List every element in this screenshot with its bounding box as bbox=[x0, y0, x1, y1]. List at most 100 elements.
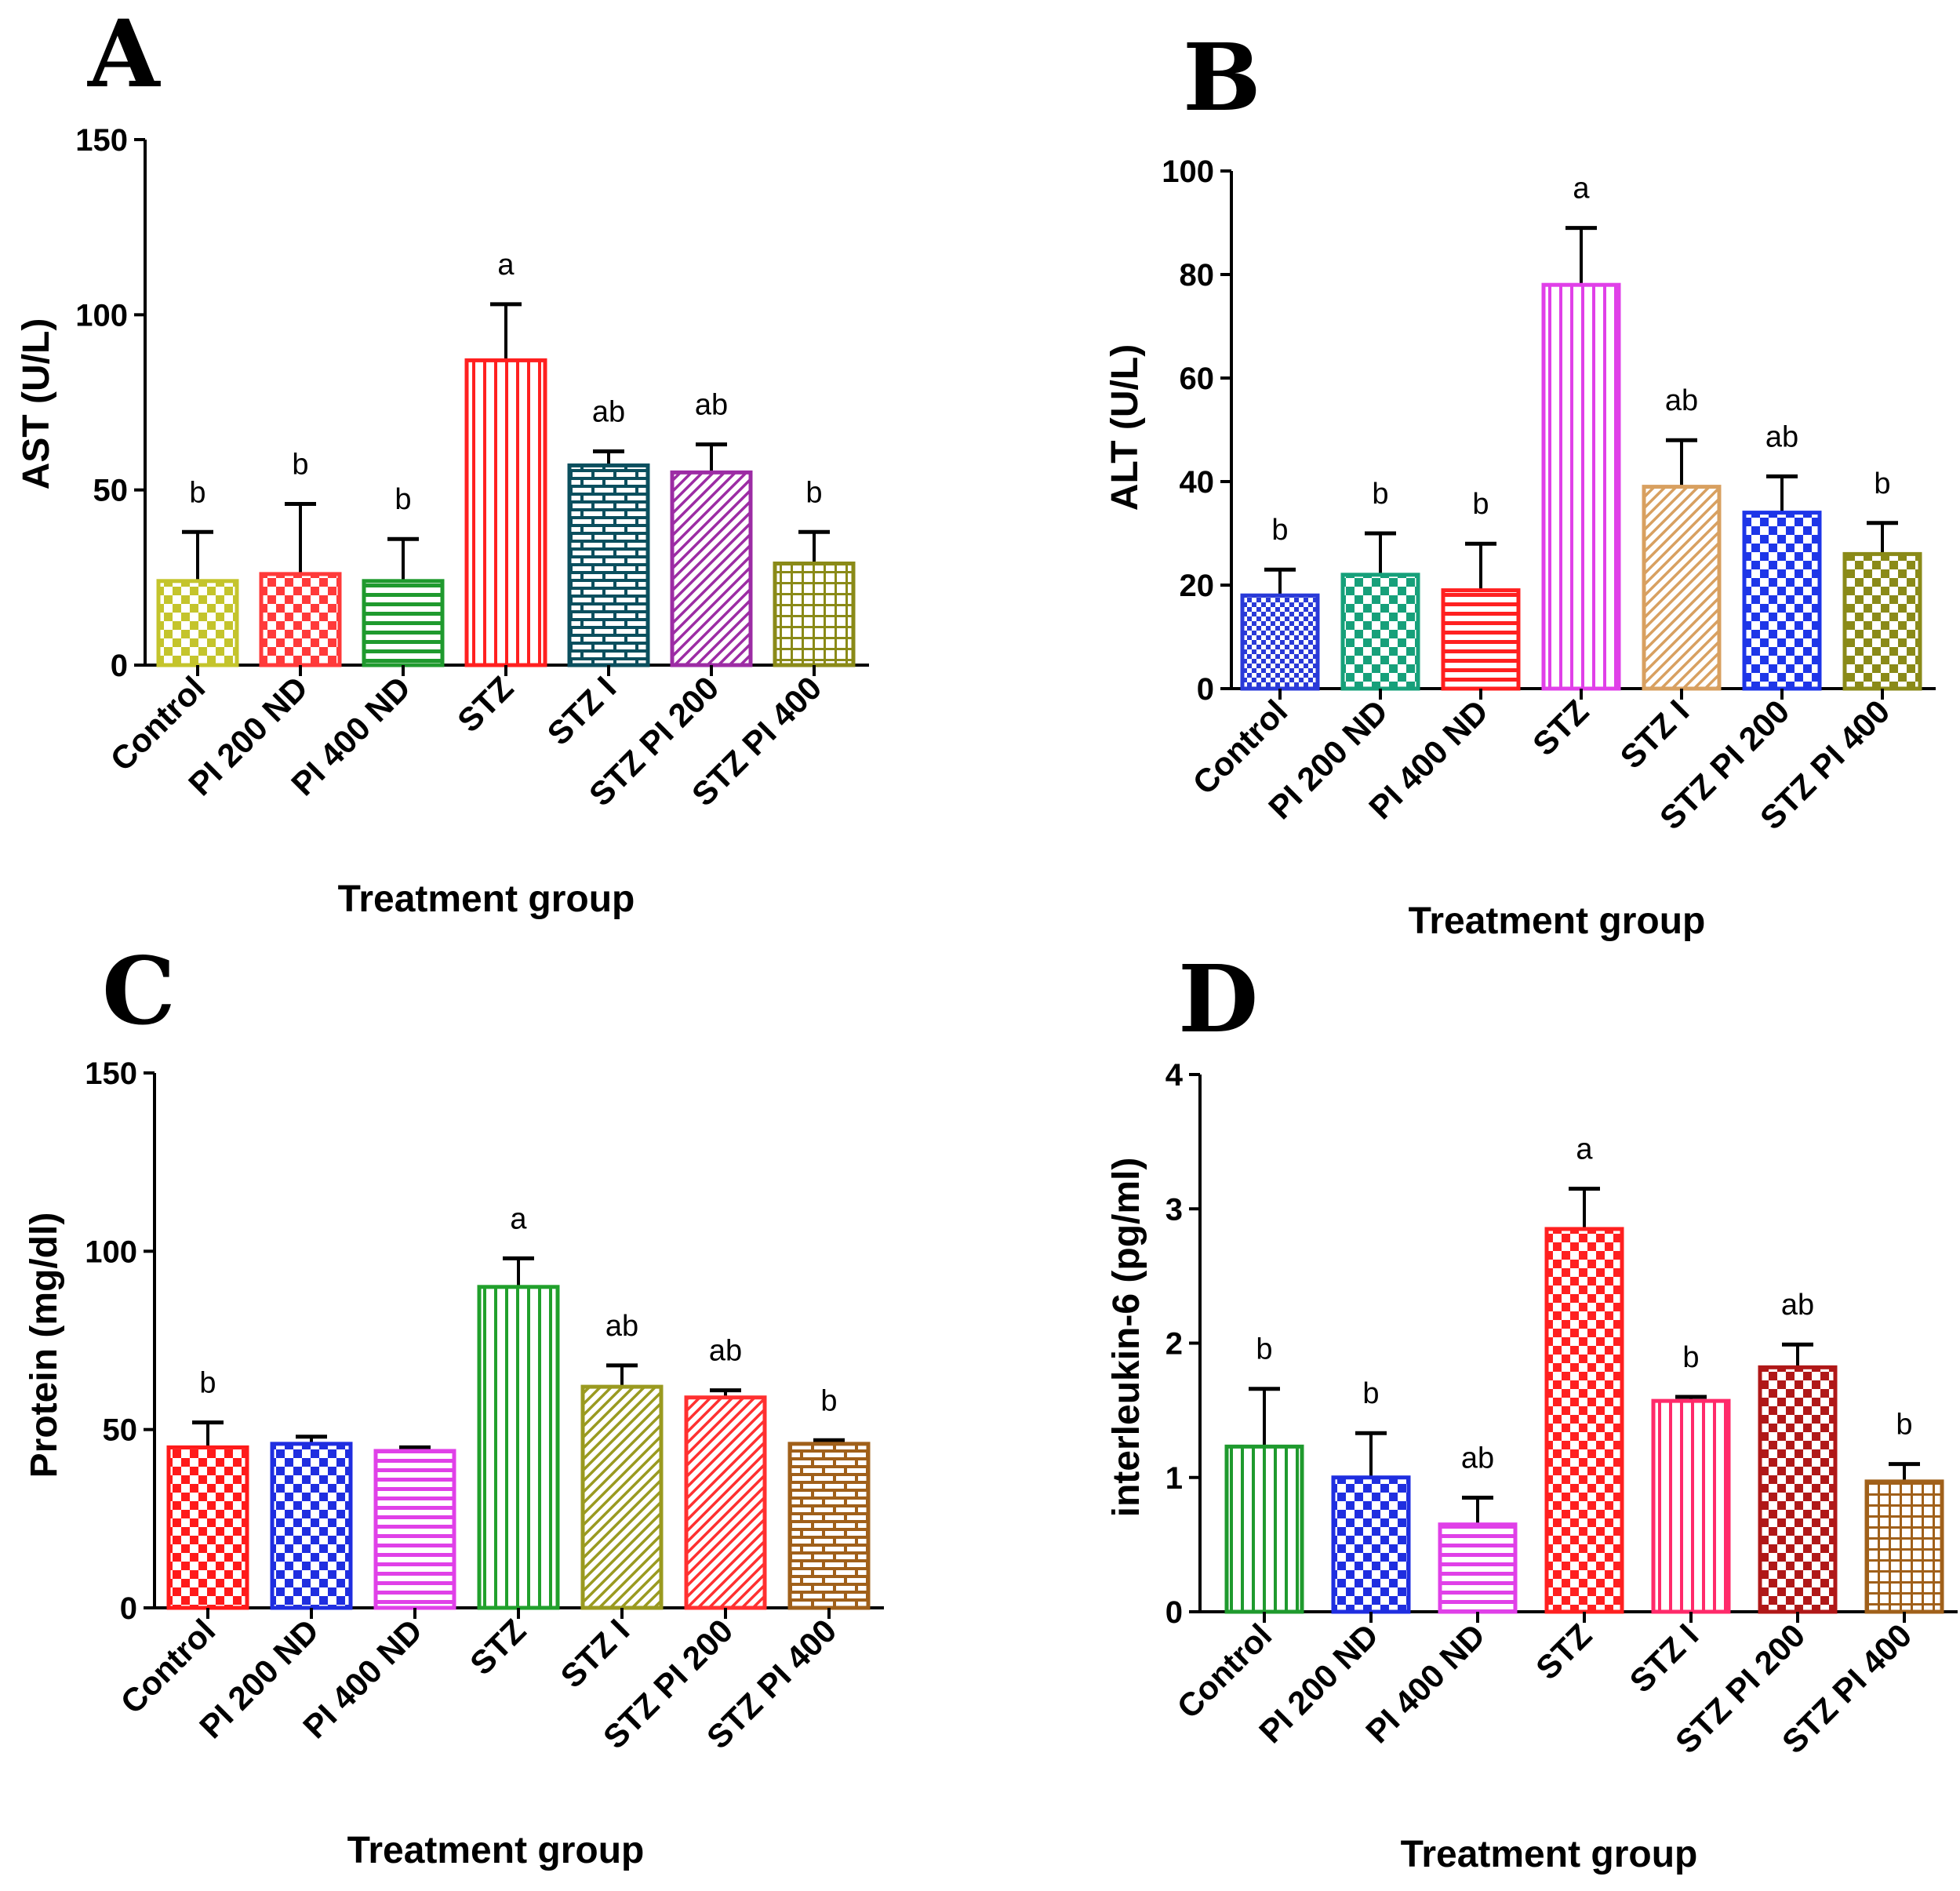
y-tick-label: 150 bbox=[75, 123, 128, 158]
bar bbox=[477, 1285, 560, 1610]
bar bbox=[1758, 1365, 1838, 1614]
bar bbox=[166, 1445, 249, 1610]
bar bbox=[567, 463, 650, 667]
bar bbox=[373, 1449, 456, 1610]
x-axis-title-b: Treatment group bbox=[1409, 900, 1706, 942]
y-axis-title-d: interleukin-6 (pg/ml) bbox=[1106, 1158, 1147, 1518]
y-tick-label: 2 bbox=[1165, 1327, 1183, 1362]
bar bbox=[362, 579, 445, 667]
category-label: Control bbox=[114, 1612, 223, 1721]
panel-letter-c: C bbox=[102, 936, 176, 1046]
y-tick-label: 50 bbox=[103, 1413, 138, 1448]
bar bbox=[580, 1384, 664, 1610]
category-label: STZ bbox=[450, 669, 520, 739]
bar bbox=[464, 358, 547, 667]
bar bbox=[270, 1442, 353, 1610]
significance-label: ab bbox=[1781, 1289, 1814, 1322]
category-label: STZ I bbox=[540, 669, 624, 752]
significance-label: b bbox=[395, 483, 411, 516]
significance-label: a bbox=[1573, 173, 1590, 205]
significance-label: a bbox=[1576, 1133, 1593, 1166]
significance-label: ab bbox=[1461, 1442, 1494, 1475]
x-axis-title-a: Treatment group bbox=[338, 878, 635, 920]
significance-label: ab bbox=[695, 389, 728, 422]
bar bbox=[1651, 1398, 1731, 1614]
y-tick-label: 80 bbox=[1180, 258, 1215, 293]
significance-label: b bbox=[1896, 1409, 1912, 1442]
bar bbox=[787, 1442, 871, 1610]
y-tick-label: 3 bbox=[1165, 1192, 1183, 1227]
bar bbox=[1240, 593, 1320, 691]
x-axis-title-c: Treatment group bbox=[347, 1830, 645, 1871]
significance-label: b bbox=[1256, 1333, 1272, 1366]
category-label: STZ bbox=[1529, 1616, 1598, 1686]
y-tick-label: 0 bbox=[120, 1591, 137, 1626]
category-label: STZ bbox=[1525, 693, 1595, 762]
significance-label: b bbox=[199, 1367, 216, 1400]
category-label: STZ bbox=[463, 1612, 533, 1682]
significance-label: b bbox=[805, 476, 822, 509]
bar bbox=[1541, 282, 1621, 691]
bar bbox=[259, 572, 342, 667]
y-tick-label: 4 bbox=[1165, 1058, 1184, 1093]
x-axis-title-d: Treatment group bbox=[1401, 1834, 1698, 1875]
bar bbox=[1224, 1444, 1304, 1614]
y-axis-title-c: Protein (mg/dl) bbox=[24, 1213, 65, 1478]
y-tick-label: 1 bbox=[1165, 1461, 1183, 1496]
y-tick-label: 20 bbox=[1180, 569, 1215, 603]
significance-label: b bbox=[1362, 1377, 1379, 1410]
y-tick-label: 0 bbox=[111, 649, 128, 683]
bar bbox=[1438, 1522, 1518, 1614]
bar bbox=[1340, 573, 1420, 691]
y-tick-label: 100 bbox=[1162, 155, 1214, 189]
bar bbox=[684, 1395, 767, 1610]
y-tick-label: 100 bbox=[75, 298, 128, 333]
y-tick-label: 40 bbox=[1180, 465, 1215, 500]
category-label: Control bbox=[1170, 1616, 1279, 1726]
bar bbox=[1642, 485, 1722, 691]
significance-label: a bbox=[497, 249, 515, 282]
bar bbox=[1331, 1475, 1411, 1614]
significance-label: b bbox=[1271, 514, 1288, 547]
significance-label: ab bbox=[709, 1335, 742, 1368]
category-label: STZ I bbox=[1623, 1616, 1706, 1700]
y-tick-label: 100 bbox=[85, 1235, 137, 1269]
bar bbox=[773, 561, 856, 667]
y-tick-label: 0 bbox=[1197, 672, 1214, 707]
panel-letter-d: D bbox=[1178, 944, 1258, 1053]
significance-label: b bbox=[1472, 488, 1489, 521]
category-label: STZ I bbox=[554, 1612, 637, 1695]
significance-label: ab bbox=[1665, 384, 1698, 417]
panel-letter-b: B bbox=[1183, 23, 1261, 132]
bar bbox=[670, 470, 753, 667]
bar bbox=[1441, 588, 1521, 691]
bar bbox=[1544, 1227, 1624, 1614]
significance-label: b bbox=[1372, 478, 1388, 511]
significance-label: b bbox=[820, 1384, 837, 1417]
significance-label: b bbox=[1682, 1341, 1699, 1374]
y-axis-title-a: AST (U/L) bbox=[16, 318, 57, 490]
bar bbox=[1864, 1479, 1944, 1614]
y-tick-label: 60 bbox=[1180, 362, 1215, 396]
significance-label: b bbox=[189, 476, 205, 509]
bar bbox=[1742, 511, 1822, 691]
bar bbox=[156, 579, 239, 667]
significance-label: ab bbox=[592, 396, 625, 429]
panel-letter-a: A bbox=[87, 0, 161, 108]
significance-label: b bbox=[292, 449, 308, 482]
y-tick-label: 0 bbox=[1165, 1595, 1183, 1630]
significance-label: ab bbox=[605, 1310, 638, 1343]
bar bbox=[1842, 551, 1922, 691]
significance-label: a bbox=[510, 1202, 527, 1235]
significance-label: ab bbox=[1765, 420, 1798, 453]
y-tick-label: 150 bbox=[85, 1056, 137, 1091]
y-tick-label: 50 bbox=[93, 474, 129, 508]
category-label: STZ I bbox=[1613, 693, 1696, 776]
